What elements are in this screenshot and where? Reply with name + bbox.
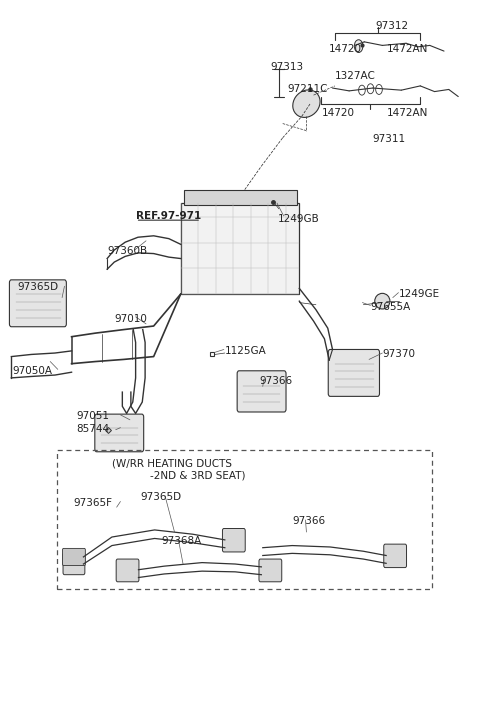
Circle shape: [354, 39, 363, 52]
Circle shape: [359, 85, 365, 95]
FancyBboxPatch shape: [237, 371, 286, 412]
Text: 14720: 14720: [322, 108, 355, 118]
Text: 97365D: 97365D: [17, 282, 58, 292]
Text: 97366: 97366: [292, 516, 325, 526]
Text: 1327AC: 1327AC: [335, 71, 376, 81]
Circle shape: [376, 84, 383, 95]
Text: 97051: 97051: [76, 411, 109, 421]
Text: (W/RR HEATING DUCTS: (W/RR HEATING DUCTS: [112, 458, 232, 468]
Text: 97312: 97312: [375, 21, 408, 31]
FancyBboxPatch shape: [222, 528, 245, 552]
Text: 1249GB: 1249GB: [278, 215, 320, 224]
Text: 85744: 85744: [76, 424, 109, 434]
FancyBboxPatch shape: [10, 280, 66, 326]
FancyBboxPatch shape: [384, 544, 407, 568]
Text: 97313: 97313: [271, 62, 304, 72]
Text: 1249GE: 1249GE: [399, 289, 440, 299]
Text: 14720: 14720: [329, 44, 362, 54]
FancyBboxPatch shape: [62, 548, 85, 566]
FancyBboxPatch shape: [328, 349, 380, 397]
Text: REF.97-971: REF.97-971: [136, 211, 201, 221]
FancyBboxPatch shape: [259, 559, 282, 582]
Text: 97368A: 97368A: [162, 536, 202, 546]
Text: 97370: 97370: [383, 349, 415, 359]
Text: 97655A: 97655A: [371, 302, 411, 312]
Text: 97211C: 97211C: [288, 84, 328, 95]
FancyBboxPatch shape: [180, 203, 300, 294]
Text: 97010: 97010: [114, 314, 147, 324]
Text: 97366: 97366: [259, 376, 292, 386]
FancyBboxPatch shape: [184, 190, 297, 205]
Circle shape: [367, 84, 374, 94]
Ellipse shape: [375, 294, 390, 309]
FancyBboxPatch shape: [116, 559, 139, 582]
Text: 97360B: 97360B: [107, 246, 147, 256]
Text: 1472AN: 1472AN: [387, 44, 429, 54]
FancyBboxPatch shape: [63, 553, 85, 575]
Text: -2ND & 3RD SEAT): -2ND & 3RD SEAT): [150, 471, 245, 481]
Text: 1472AN: 1472AN: [387, 108, 429, 118]
Text: 1125GA: 1125GA: [225, 346, 266, 356]
Text: 97050A: 97050A: [12, 366, 52, 376]
Text: 97365F: 97365F: [73, 498, 112, 508]
Text: 97311: 97311: [372, 134, 405, 144]
Ellipse shape: [293, 90, 320, 117]
FancyBboxPatch shape: [95, 414, 144, 452]
Text: 97365D: 97365D: [140, 492, 181, 501]
